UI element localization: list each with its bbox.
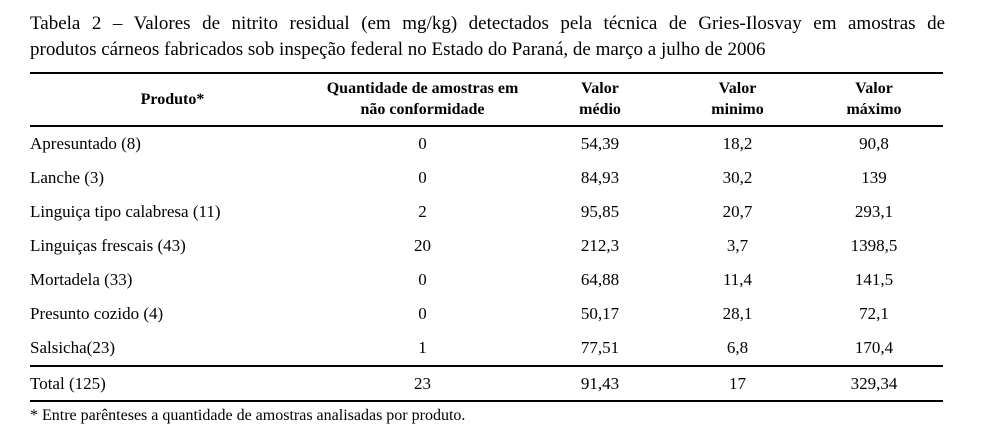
cell-product: Apresuntado (8) — [30, 134, 141, 153]
table-row: Apresuntado (8) 0 54,39 18,2 90,8 — [30, 126, 943, 161]
table-row: Lanche (3) 0 84,93 30,2 139 — [30, 161, 943, 195]
table-caption-line1: Tabela 2 – Valores de nitrito residual (… — [30, 13, 945, 34]
cell-nonconforming: 20 — [414, 236, 431, 255]
header-line: Produto* — [140, 90, 205, 108]
column-header-mean: Valor médio — [530, 73, 670, 127]
cell-nonconforming: 0 — [418, 304, 427, 323]
cell-product: Mortadela (33) — [30, 270, 133, 289]
table-row: Linguiças frescais (43) 20 212,3 3,7 139… — [30, 229, 943, 263]
cell-nonconforming: 2 — [418, 202, 427, 221]
cell-nonconforming: 0 — [418, 270, 427, 289]
cell-min: 20,7 — [722, 202, 753, 221]
table-header: Produto* Quantidade de amostras em não c… — [30, 73, 943, 127]
header-line: médio — [579, 101, 621, 118]
cell-product-total: Total (125) — [30, 365, 315, 401]
cell-product: Presunto cozido (4) — [30, 304, 164, 323]
cell-mean: 84,93 — [580, 168, 620, 187]
cell-max: 170,4 — [854, 338, 894, 357]
cell-mean-total: 91,43 — [530, 365, 670, 401]
header-line: Valor — [581, 80, 619, 97]
header-line: Valor — [718, 80, 757, 97]
header-line: máximo — [846, 101, 902, 118]
cell-max: 293,1 — [854, 202, 894, 221]
cell-max: 90,8 — [859, 134, 889, 153]
column-header-product: Produto* — [30, 73, 315, 127]
table-caption-line2: produtos cárneos fabricados sob inspeção… — [30, 39, 766, 60]
results-table: Produto* Quantidade de amostras em não c… — [30, 72, 943, 402]
cell-nonconforming: 1 — [418, 338, 427, 357]
header-line: Quantidade de amostras em — [326, 80, 519, 97]
cell-min: 6,8 — [726, 338, 749, 357]
cell-max-total: 329,34 — [805, 365, 943, 401]
cell-max: 72,1 — [859, 304, 889, 323]
cell-mean: 212,3 — [580, 236, 620, 255]
table-row: Salsicha(23) 1 77,51 6,8 170,4 — [30, 331, 943, 366]
cell-mean: 64,88 — [580, 270, 620, 289]
cell-mean: 54,39 — [580, 134, 620, 153]
table-total-row: Total (125) 23 91,43 17 329,34 — [30, 365, 943, 401]
cell-min: 11,4 — [722, 270, 753, 289]
cell-mean: 77,51 — [580, 338, 620, 357]
cell-product: Salsicha(23) — [30, 338, 115, 357]
table-body: Apresuntado (8) 0 54,39 18,2 90,8 Lanche… — [30, 126, 943, 401]
column-header-min: Valor minimo — [670, 73, 805, 127]
header-line: minimo — [711, 101, 764, 118]
cell-product: Lanche (3) — [30, 168, 105, 187]
cell-nonconforming-total: 23 — [315, 365, 530, 401]
cell-product: Linguiça tipo calabresa (11) — [30, 202, 221, 221]
table-footnote: * Entre parênteses a quantidade de amost… — [30, 407, 466, 424]
cell-nonconforming: 0 — [418, 168, 427, 187]
cell-nonconforming: 0 — [418, 134, 427, 153]
column-header-max: Valor máximo — [805, 73, 943, 127]
table-caption: Tabela 2 – Valores de nitrito residual (… — [0, 0, 945, 63]
cell-mean: 95,85 — [580, 202, 620, 221]
table-row: Presunto cozido (4) 0 50,17 28,1 72,1 — [30, 297, 943, 331]
cell-min-total: 17 — [670, 365, 805, 401]
table-row: Linguiça tipo calabresa (11) 2 95,85 20,… — [30, 195, 943, 229]
header-line: Valor — [855, 80, 893, 97]
cell-max: 139 — [861, 168, 887, 187]
cell-min: 3,7 — [726, 236, 749, 255]
cell-max: 1398,5 — [850, 236, 898, 255]
cell-min: 30,2 — [722, 168, 753, 187]
header-row: Produto* Quantidade de amostras em não c… — [30, 73, 943, 127]
cell-min: 18,2 — [722, 134, 753, 153]
table-row: Mortadela (33) 0 64,88 11,4 141,5 — [30, 263, 943, 297]
column-header-nonconforming: Quantidade de amostras em não conformida… — [315, 73, 530, 127]
cell-product: Linguiças frescais (43) — [30, 236, 186, 255]
header-line: não conformidade — [360, 101, 485, 118]
cell-min: 28,1 — [722, 304, 753, 323]
cell-mean: 50,17 — [580, 304, 620, 323]
cell-max: 141,5 — [854, 270, 894, 289]
